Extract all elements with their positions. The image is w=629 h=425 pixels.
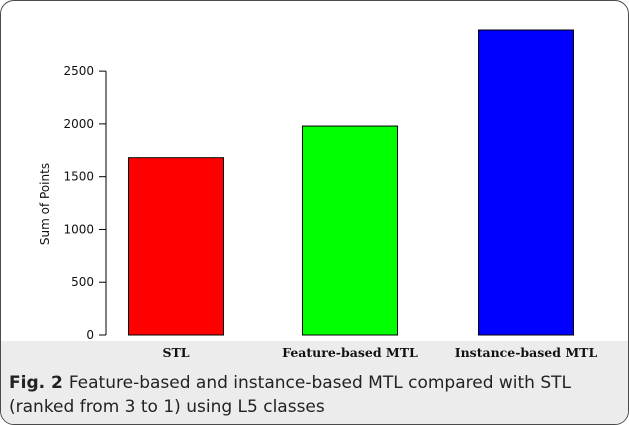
y-axis: 0 500 1000 1500 2000 2500: [63, 64, 107, 342]
caption-band: [1, 341, 628, 424]
category-label: STL: [162, 345, 189, 360]
bar-feature-based-mtl: [302, 125, 398, 336]
y-tick-label: 2000: [63, 117, 94, 131]
figure-caption: Fig. 2 Feature-based and instance-based M…: [9, 371, 621, 419]
bar-instance-based-mtl: [478, 29, 574, 336]
figure-number: Fig. 2: [9, 373, 63, 393]
y-axis-label: Sum of Points: [38, 163, 52, 245]
category-labels: STL Feature-based MTL Instance-based MTL: [162, 345, 597, 360]
bar-chart: 0 500 1000 1500 2000 2500 STL Feature-based MT…: [38, 29, 597, 360]
y-tick-label: 1000: [63, 222, 94, 236]
y-tick-label: 500: [71, 275, 94, 289]
category-label: Instance-based MTL: [455, 345, 598, 360]
y-tick-label: 0: [86, 328, 94, 342]
caption-text: Feature-based and instance-based MTL com…: [9, 373, 572, 417]
category-label: Feature-based MTL: [282, 345, 418, 360]
y-tick-label: 2500: [63, 64, 94, 78]
bar-stl: [128, 157, 224, 336]
bars: [128, 29, 574, 336]
y-tick-label: 1500: [63, 170, 94, 184]
